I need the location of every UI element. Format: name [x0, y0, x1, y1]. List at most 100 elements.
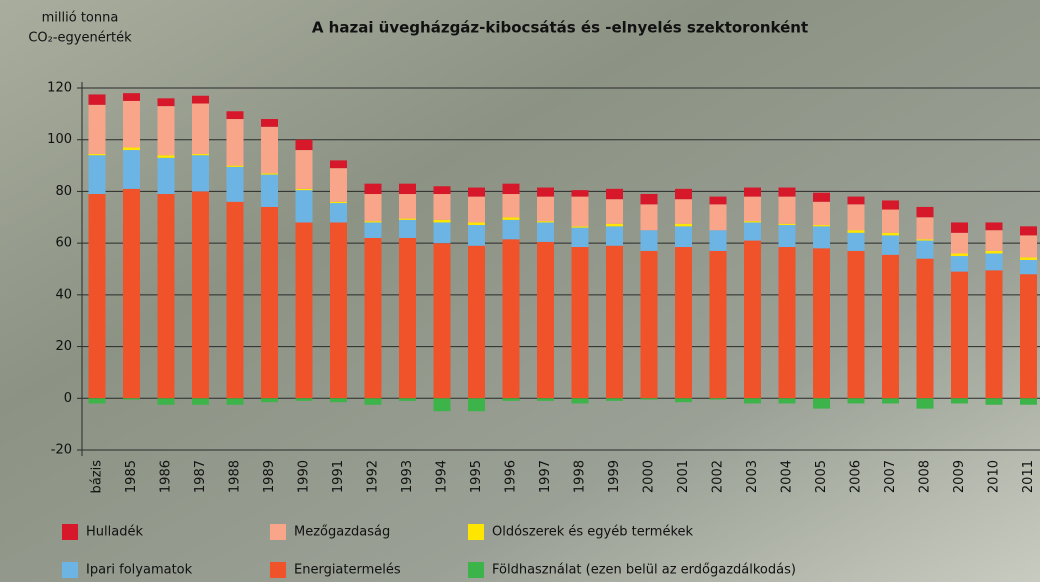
- bar-segment: [917, 207, 934, 217]
- bar-segment: [606, 199, 623, 224]
- bar-segment: [917, 217, 934, 239]
- bar-segment: [296, 398, 313, 401]
- bar-segment: [89, 154, 106, 155]
- bar-segment: [399, 220, 416, 238]
- bar-segment: [158, 158, 175, 194]
- bar-segment: [330, 168, 347, 202]
- bar-segment: [917, 239, 934, 240]
- bar-segment: [1020, 257, 1037, 260]
- bar-segment: [606, 398, 623, 401]
- bar-segment: [606, 246, 623, 399]
- bar-segment: [710, 251, 727, 398]
- bar-segment: [986, 222, 1003, 230]
- bar-segment: [606, 224, 623, 227]
- bar-segment: [848, 197, 865, 205]
- bar-segment: [158, 398, 175, 404]
- bar-segment: [1020, 398, 1037, 404]
- bar-segment: [192, 104, 209, 154]
- bar-segment: [813, 226, 830, 248]
- bar-segment: [779, 398, 796, 403]
- bar-segment: [158, 155, 175, 158]
- x-tick-label: 2010: [987, 460, 1002, 493]
- x-tick-label: 2002: [711, 460, 726, 493]
- bar-segment: [882, 255, 899, 399]
- bar-segment: [227, 167, 244, 202]
- bar-segment: [882, 235, 899, 254]
- x-tick-label: 2003: [745, 460, 760, 493]
- x-tick-label: 1990: [297, 460, 312, 493]
- bar-segment: [365, 184, 382, 194]
- bar-segment: [813, 225, 830, 226]
- bar-segment: [744, 221, 761, 222]
- bar-segment: [227, 119, 244, 166]
- bar-segment: [848, 230, 865, 233]
- bar-segment: [399, 398, 416, 401]
- bar-segment: [399, 184, 416, 194]
- bar-segment: [434, 194, 451, 220]
- x-tick-label: 1991: [331, 460, 346, 493]
- bar-segment: [675, 199, 692, 224]
- bar-segment: [537, 188, 554, 197]
- x-tick-label: 1986: [159, 460, 174, 493]
- x-tick-label: 2011: [1021, 460, 1036, 493]
- bar-segment: [123, 189, 140, 398]
- bar-segment: [537, 222, 554, 241]
- y-tick-label: 20: [55, 339, 72, 354]
- bar-segment: [296, 190, 313, 222]
- x-tick-label: 1996: [504, 460, 519, 493]
- bar-segment: [572, 398, 589, 403]
- bar-segment: [986, 251, 1003, 254]
- bar-segment: [89, 194, 106, 398]
- bar-segment: [192, 398, 209, 404]
- bar-segment: [1020, 260, 1037, 274]
- bar-segment: [123, 147, 140, 150]
- bar-segment: [192, 154, 209, 155]
- bar-segment: [123, 101, 140, 148]
- bar-segment: [951, 233, 968, 254]
- bar-segment: [503, 184, 520, 194]
- x-tick-label: 1985: [124, 460, 139, 493]
- bar-segment: [192, 96, 209, 104]
- bar-segment: [710, 197, 727, 205]
- bar-segment: [261, 398, 278, 402]
- x-tick-label: 2006: [849, 460, 864, 493]
- bar-segment: [917, 241, 934, 259]
- legend-label: Energiatermelés: [294, 563, 401, 578]
- bar-segment: [641, 398, 658, 399]
- legend-label: Mezőgazdaság: [294, 525, 390, 540]
- legend-swatch: [62, 524, 78, 540]
- bar-segment: [365, 194, 382, 221]
- x-tick-label: 1999: [607, 460, 622, 493]
- bar-segment: [779, 224, 796, 225]
- bar-segment: [675, 226, 692, 247]
- chart: millió tonna CO₂-egyenérték A hazai üveg…: [0, 0, 1040, 582]
- x-tick-label: bázis: [90, 460, 105, 494]
- bar-segment: [882, 210, 899, 233]
- bar-segment: [572, 228, 589, 247]
- bar-segment: [468, 197, 485, 223]
- bar-segment: [641, 204, 658, 230]
- bar-segment: [917, 259, 934, 399]
- bar-segment: [123, 398, 140, 399]
- legend-swatch: [62, 562, 78, 578]
- bar-segment: [675, 189, 692, 199]
- bar-segment: [1020, 226, 1037, 235]
- legend-swatch: [270, 524, 286, 540]
- bar-segment: [606, 226, 623, 245]
- bar-segment: [123, 93, 140, 101]
- bar-segment: [537, 242, 554, 398]
- y-tick-label: -20: [51, 443, 72, 458]
- legend-label: Ipari folyamatok: [86, 563, 193, 578]
- x-tick-label: 2009: [952, 460, 967, 493]
- bar-segment: [227, 111, 244, 119]
- bar-segment: [261, 173, 278, 174]
- chart-title: A hazai üvegházgáz-kibocsátás és -elnyel…: [312, 19, 808, 37]
- bar-segment: [296, 150, 313, 189]
- bar-segment: [848, 233, 865, 251]
- x-tick-label: 1995: [469, 460, 484, 493]
- bar-segment: [227, 166, 244, 167]
- legend-label: Földhasználat (ezen belül az erdőgazdálk…: [492, 563, 796, 578]
- bar-segment: [882, 398, 899, 403]
- bar-segment: [744, 188, 761, 197]
- bar-segment: [296, 189, 313, 190]
